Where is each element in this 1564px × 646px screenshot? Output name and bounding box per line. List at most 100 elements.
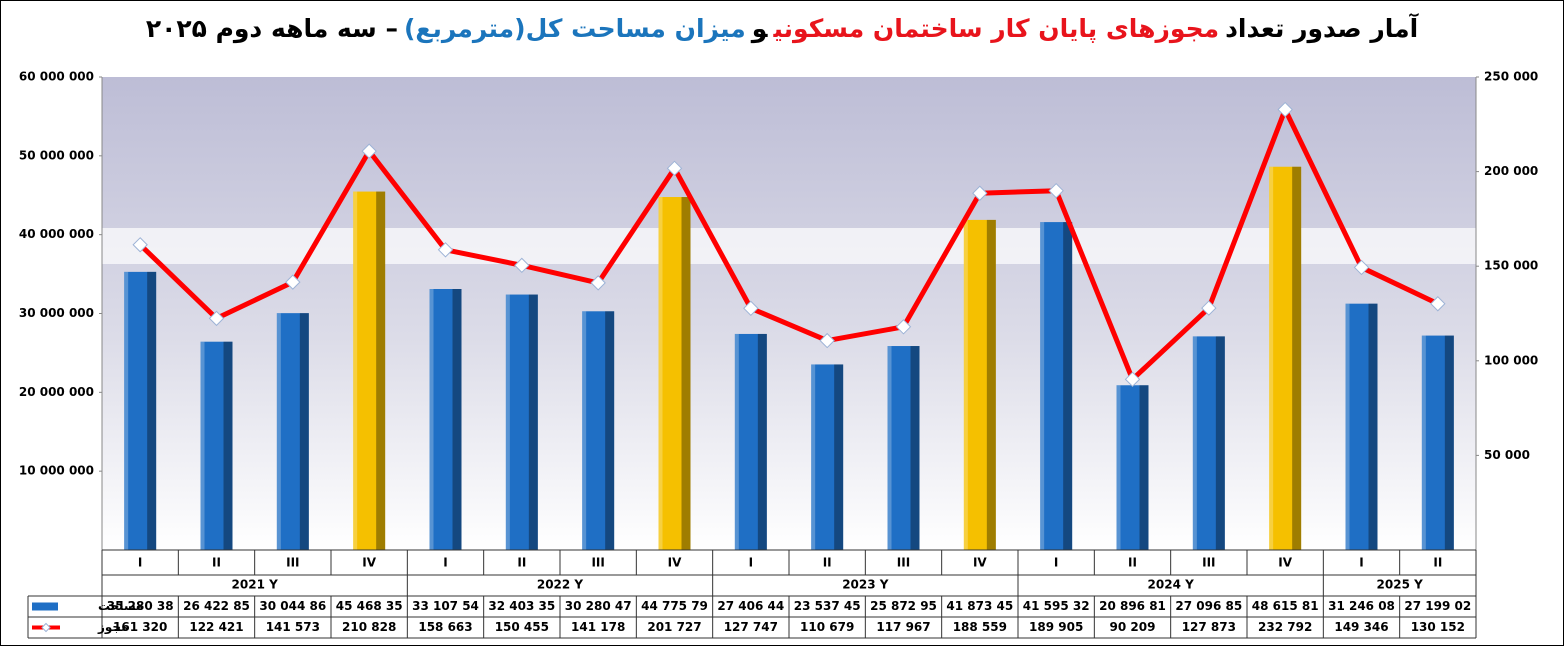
group-label: 2025 Y bbox=[1377, 578, 1424, 592]
legend-swatch bbox=[32, 602, 58, 611]
line-marker bbox=[1048, 182, 1064, 199]
table-value: 201 727 bbox=[647, 620, 701, 634]
bar bbox=[505, 294, 538, 550]
bar bbox=[1421, 335, 1454, 550]
table-value: 20 896 81 bbox=[1099, 599, 1166, 613]
bar-shine bbox=[429, 289, 434, 550]
bar-shine bbox=[658, 197, 663, 550]
y-tick-label: 10 000 000 bbox=[19, 464, 94, 478]
bar-shine bbox=[124, 271, 129, 550]
group-label: 2023 Y bbox=[842, 578, 889, 592]
y-tick-label: 60 000 000 bbox=[19, 70, 94, 84]
x-tick-label: IV bbox=[1278, 556, 1292, 570]
bar-shade bbox=[528, 294, 538, 550]
legend-marker bbox=[41, 622, 51, 633]
legend-label: مجوز bbox=[97, 620, 129, 635]
line-marker bbox=[285, 274, 301, 290]
bar-shade bbox=[1368, 303, 1378, 550]
table-value: 130 152 bbox=[1411, 620, 1465, 634]
bar bbox=[276, 313, 309, 550]
x-tick-label: IV bbox=[973, 556, 987, 570]
bar-shade bbox=[1139, 385, 1149, 550]
x-tick-label: II bbox=[1433, 556, 1442, 570]
line-marker bbox=[1277, 101, 1293, 118]
bar-shade bbox=[986, 219, 996, 550]
table-value: 26 422 85 bbox=[183, 599, 250, 613]
group-label: 2022 Y bbox=[537, 578, 584, 592]
table-value: 41 595 32 bbox=[1023, 599, 1090, 613]
bar-shade bbox=[681, 197, 691, 550]
table-value: 141 573 bbox=[266, 620, 320, 634]
y2-tick-label: 50 000 bbox=[1484, 448, 1530, 462]
bar-shade bbox=[1215, 336, 1225, 550]
table-value: 90 209 bbox=[1110, 620, 1156, 634]
table-value: 23 537 45 bbox=[794, 599, 861, 613]
x-tick-label: II bbox=[823, 556, 832, 570]
watermark-band bbox=[102, 228, 1476, 264]
table-value: 158 663 bbox=[418, 620, 472, 634]
bar-shine bbox=[276, 313, 281, 550]
bar bbox=[124, 271, 157, 550]
bar-shine bbox=[1116, 385, 1121, 550]
table-value: 30 044 86 bbox=[259, 599, 326, 613]
chart-title: آمار صدور تعدادمجوزهای پایان کار ساختمان… bbox=[0, 14, 1564, 43]
y-tick-label: 40 000 000 bbox=[19, 227, 94, 241]
bar bbox=[963, 219, 996, 550]
bar bbox=[1116, 385, 1149, 550]
bar-shine bbox=[353, 191, 358, 550]
table-value: 35 280 38 bbox=[107, 599, 174, 613]
line-marker bbox=[590, 275, 606, 291]
x-tick-label: II bbox=[517, 556, 526, 570]
line-marker bbox=[437, 242, 454, 258]
bar bbox=[734, 333, 767, 550]
x-tick-label: III bbox=[591, 556, 604, 570]
x-tick-label: I bbox=[1054, 556, 1058, 570]
y-tick-label: 30 000 000 bbox=[19, 306, 94, 320]
bar bbox=[1269, 166, 1302, 550]
bar-shade bbox=[1292, 166, 1302, 550]
table-value: 41 873 45 bbox=[946, 599, 1013, 613]
bar-shine bbox=[1269, 166, 1274, 550]
table-value: 27 199 02 bbox=[1404, 599, 1471, 613]
line-marker bbox=[1201, 300, 1217, 316]
bar-shine bbox=[582, 311, 587, 550]
table-value: 30 280 47 bbox=[565, 599, 632, 613]
line-marker bbox=[819, 332, 835, 349]
bar bbox=[429, 289, 462, 550]
line bbox=[138, 107, 1439, 382]
bar bbox=[811, 364, 844, 550]
bar-shade bbox=[376, 191, 386, 550]
bar-shade bbox=[757, 333, 767, 550]
line-marker bbox=[1124, 371, 1141, 388]
group-label: 2024 Y bbox=[1148, 578, 1195, 592]
x-tick-label: I bbox=[1359, 556, 1363, 570]
bar-shade bbox=[834, 364, 844, 550]
y-tick-label: 50 000 000 bbox=[19, 148, 94, 162]
table-value: 27 406 44 bbox=[717, 599, 784, 613]
x-tick-label: III bbox=[897, 556, 910, 570]
bar-shine bbox=[1040, 222, 1045, 551]
bar-shine bbox=[963, 219, 968, 550]
table-value: 210 828 bbox=[342, 620, 396, 634]
bar bbox=[200, 341, 233, 550]
y2-tick-label: 200 000 bbox=[1484, 164, 1538, 178]
title-part: میزان مساحت کل(مترمربع) bbox=[403, 14, 746, 43]
y-tick-label: 20 000 000 bbox=[19, 385, 94, 399]
line-marker bbox=[1353, 259, 1370, 276]
bar bbox=[1040, 222, 1073, 551]
table-value: 45 468 35 bbox=[336, 599, 403, 613]
table-value: 127 873 bbox=[1182, 620, 1236, 634]
table-value: 232 792 bbox=[1258, 620, 1312, 634]
y2-tick-label: 100 000 bbox=[1484, 353, 1538, 367]
bar-shine bbox=[811, 364, 816, 550]
bar-shade bbox=[147, 271, 157, 550]
bar bbox=[658, 197, 691, 550]
table-value: 25 872 95 bbox=[870, 599, 937, 613]
x-tick-label: I bbox=[749, 556, 753, 570]
table-value: 189 905 bbox=[1029, 620, 1083, 634]
plot-background bbox=[102, 77, 1476, 550]
line-marker bbox=[743, 300, 759, 317]
line-marker bbox=[895, 319, 912, 335]
bar bbox=[887, 346, 920, 550]
